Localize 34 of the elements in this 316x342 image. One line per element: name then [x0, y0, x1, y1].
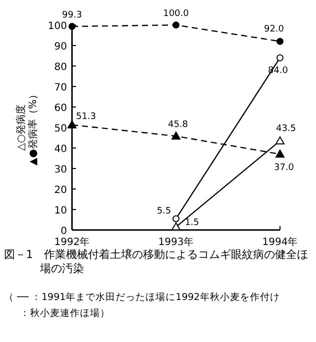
- point: [172, 132, 180, 140]
- y-tick-label: 90: [54, 42, 67, 52]
- x-tick-label: 1994年: [262, 236, 298, 248]
- data-label: 51.3: [76, 112, 96, 122]
- text: （ ── ：1991年まで水田だったほ場に1992年秋小麦を作付け: [4, 291, 280, 303]
- data-label: 1.5: [184, 218, 200, 228]
- point: [276, 54, 284, 62]
- data-label: 5.5: [156, 206, 172, 217]
- y-tick-label: 40: [54, 144, 67, 155]
- point: [276, 38, 284, 45]
- data-label: 99.3: [62, 10, 82, 20]
- y-tick-label: 0: [60, 226, 67, 237]
- data-label: 37.0: [274, 163, 294, 174]
- y-tick-label: 100: [48, 21, 67, 32]
- y-tick-label: 30: [54, 164, 67, 176]
- point: [68, 120, 76, 128]
- point: [172, 22, 180, 28]
- point: [276, 150, 284, 158]
- data-label: 43.5: [276, 124, 296, 134]
- y-axis-title: △○発病度 ▲●発病率（%）: [15, 90, 39, 166]
- data-label: 45.8: [168, 120, 188, 130]
- text: ：秋小麦連作ほ場）: [20, 307, 110, 319]
- y-tick-label: 60: [54, 103, 67, 114]
- y-tick-label: 70: [54, 82, 67, 94]
- data-label: 100.0: [163, 9, 190, 19]
- text: 図－1 作業機械付着土壌の移動によるコムギ眼紋病の健全ほ場の汚染: [4, 248, 308, 275]
- y-tick-label: 50: [54, 124, 67, 134]
- y-tick-label: 20: [54, 185, 67, 196]
- x-tick-label: 1993年: [158, 236, 194, 248]
- y-tick-label: 10: [54, 206, 67, 216]
- x-tick-label: 1992年: [54, 236, 90, 248]
- data-label: 92.0: [264, 24, 284, 34]
- y-tick-label: 80: [54, 62, 67, 73]
- point: [172, 215, 180, 222]
